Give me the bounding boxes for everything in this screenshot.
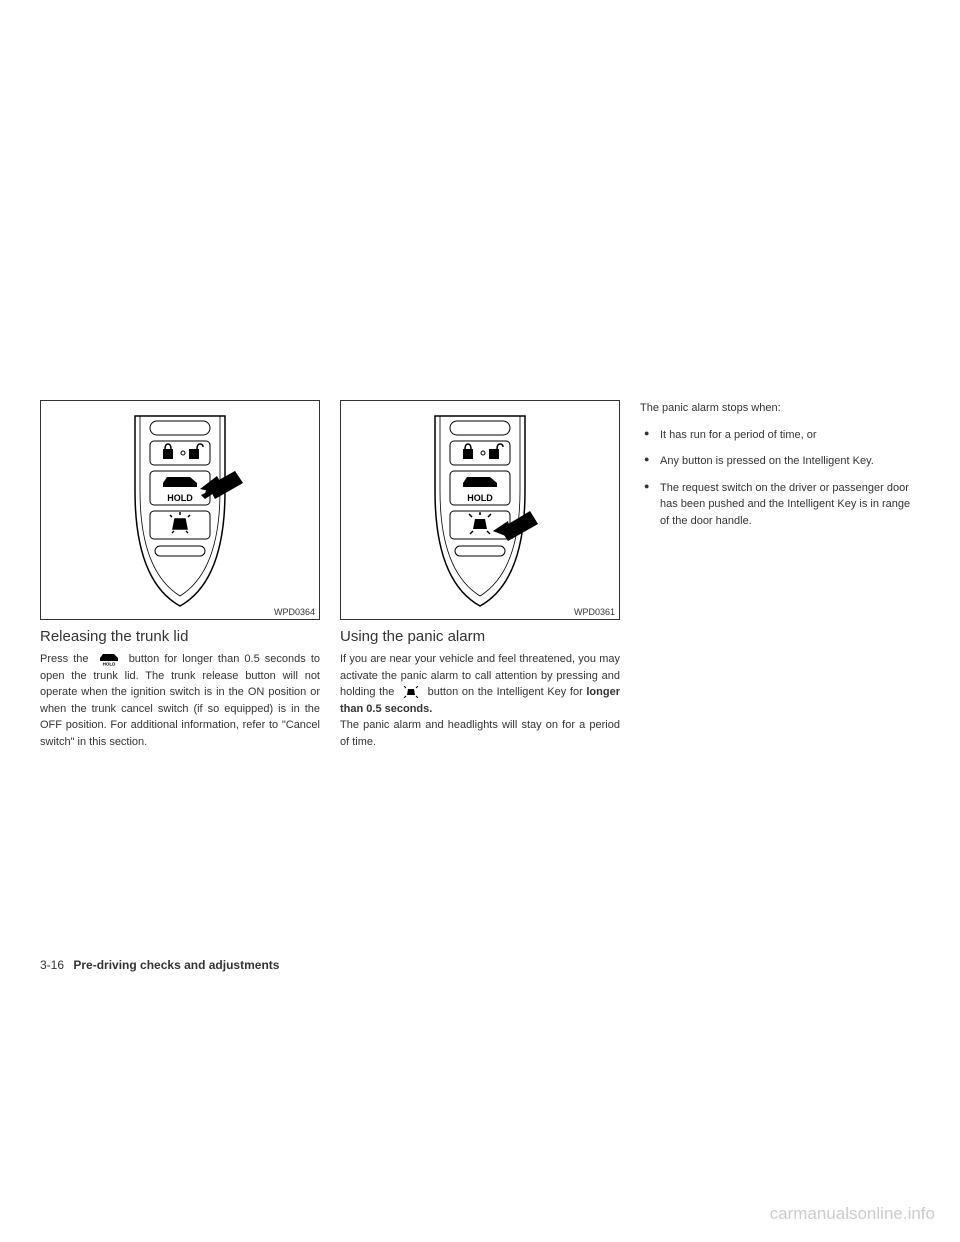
- panic-stop-list: It has run for a period of time, or Any …: [640, 427, 920, 530]
- panic-text-1: If you are near your vehicle and feel th…: [340, 651, 620, 717]
- list-item: Any button is pressed on the Intelligent…: [640, 453, 920, 470]
- keyfob-trunk-icon: HOLD: [105, 411, 255, 611]
- svg-text:HOLD: HOLD: [167, 493, 193, 503]
- page-number: 3-16: [40, 958, 64, 972]
- heading-trunk: Releasing the trunk lid: [40, 628, 320, 645]
- page-footer: 3-16 Pre-driving checks and adjustments: [40, 958, 279, 972]
- watermark: carmanualsonline.info: [770, 1204, 935, 1224]
- panic-text-2: The panic alarm and headlights will stay…: [340, 717, 620, 750]
- trunk-hold-icon: HOLD: [98, 652, 120, 666]
- panic-horn-icon: [402, 686, 420, 698]
- trunk-text-after: button for longer than 0.5 seconds to op…: [40, 653, 320, 748]
- list-item: The request switch on the driver or pass…: [640, 480, 920, 530]
- panic-p1-after: button on the Intelligent Key for: [428, 686, 583, 698]
- section-title: Pre-driving checks and adjustments: [73, 958, 279, 972]
- figure-panic-alarm: HOLD WPD0361: [340, 400, 620, 620]
- figure-label: WPD0361: [574, 607, 615, 617]
- figure-label: WPD0364: [274, 607, 315, 617]
- heading-panic: Using the panic alarm: [340, 628, 620, 645]
- svg-text:HOLD: HOLD: [467, 493, 493, 503]
- column-left: HOLD WPD0364 Releasing the trunk lid Pre…: [40, 400, 320, 750]
- column-right: The panic alarm stops when: It has run f…: [640, 400, 920, 750]
- list-item: It has run for a period of time, or: [640, 427, 920, 444]
- page-content: HOLD WPD0364 Releasing the trunk lid Pre…: [40, 400, 920, 750]
- keyfob-panic-icon: HOLD: [405, 411, 555, 611]
- trunk-text: Press the HOLD button for longer than 0.…: [40, 651, 320, 750]
- panic-stop-intro: The panic alarm stops when:: [640, 400, 920, 417]
- column-middle: HOLD WPD0361 Using the panic alarm If yo…: [340, 400, 620, 750]
- svg-text:HOLD: HOLD: [102, 662, 115, 667]
- trunk-text-before: Press the: [40, 653, 89, 665]
- figure-trunk-release: HOLD WPD0364: [40, 400, 320, 620]
